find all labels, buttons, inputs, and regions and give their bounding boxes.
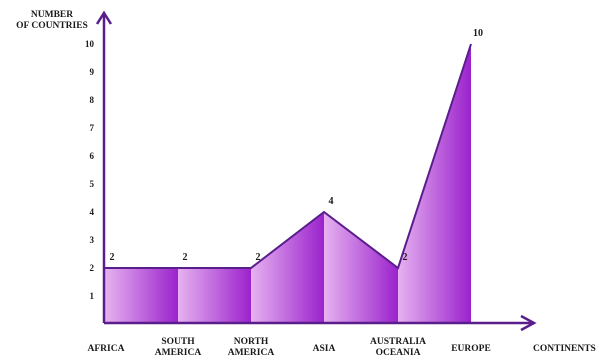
x-category-label: AUSTRALIA OCEANIA (370, 337, 426, 358)
y-tick-label: 9 (90, 67, 95, 77)
x-category-label: AFRICA (88, 344, 125, 354)
x-category-label: ASIA (313, 344, 336, 354)
data-label: 2 (110, 252, 115, 263)
y-tick-label: 7 (90, 123, 95, 133)
data-label: 10 (473, 28, 483, 39)
area-segment (398, 44, 471, 323)
axis-titles: NUMBER OF COUNTRIES CONTINENTS (16, 10, 596, 354)
axis-layer (95, 10, 537, 332)
y-tick-label: 4 (90, 207, 95, 217)
y-axis-title: NUMBER OF COUNTRIES (16, 10, 88, 31)
area-segment (105, 268, 178, 323)
x-category-label: SOUTH AMERICA (155, 337, 202, 358)
y-tick-labels: 1 2 3 4 5 6 7 8 9 10 (85, 39, 95, 301)
area-segment (324, 212, 398, 323)
data-label: 2 (183, 252, 188, 263)
y-tick-label: 1 (90, 291, 95, 301)
area-segment (251, 212, 324, 323)
y-tick-label: 3 (90, 235, 95, 245)
area-layer (105, 43, 472, 323)
data-label: 4 (329, 196, 334, 207)
series-line (105, 43, 472, 270)
y-tick-label: 8 (90, 95, 95, 105)
y-tick-label: 10 (85, 39, 95, 49)
data-labels: 2 2 2 4 2 10 (110, 28, 484, 263)
x-category-labels: AFRICA SOUTH AMERICA NORTH AMERICA ASIA AUSTRA… (88, 337, 491, 358)
data-label: 2 (403, 252, 408, 263)
data-label: 2 (256, 252, 261, 263)
x-category-label: NORTH AMERICA (228, 337, 275, 358)
y-tick-label: 2 (90, 263, 95, 273)
y-axis-arrow-icon (95, 10, 113, 25)
x-category-label: EUROPE (451, 344, 491, 354)
y-tick-label: 6 (90, 151, 95, 161)
y-tick-label: 5 (90, 179, 95, 189)
x-axis-arrow-icon (520, 314, 537, 332)
area-segment (178, 268, 251, 323)
x-axis-title: CONTINENTS (533, 344, 596, 354)
